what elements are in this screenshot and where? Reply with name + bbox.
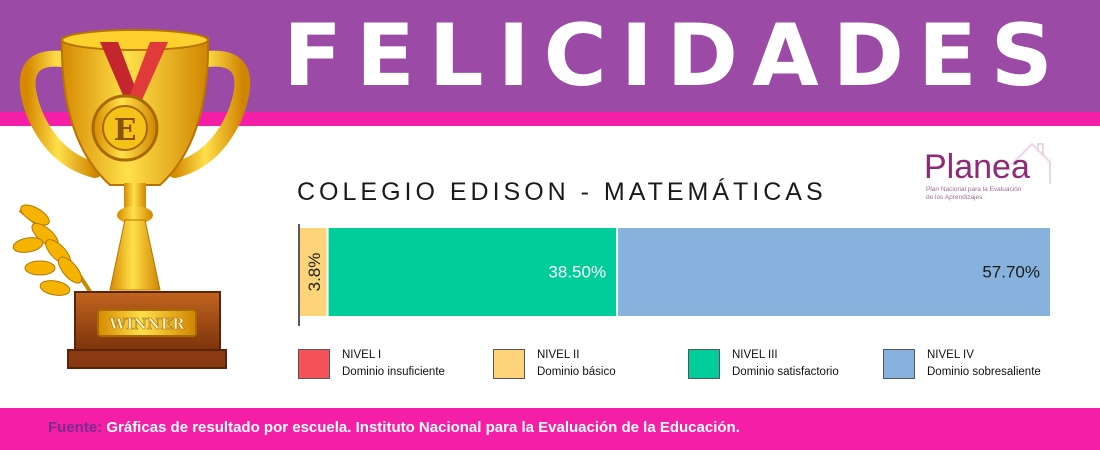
legend-description: Dominio básico — [537, 366, 616, 378]
legend-swatch — [883, 349, 915, 379]
legend-label: NIVEL II Dominio básico — [537, 347, 616, 381]
laurel-branch — [12, 204, 97, 302]
bar-segment-3 — [328, 228, 617, 316]
legend-level: NIVEL I — [342, 349, 382, 361]
planea-logo: Planea Plan Nacional para la Evaluación … — [918, 140, 1058, 202]
legend-label: NIVEL III Dominio satisfactorio — [732, 347, 839, 381]
legend-description: Dominio satisfactorio — [732, 366, 839, 378]
legend-level: NIVEL IV — [927, 349, 974, 361]
legend-swatch — [688, 349, 720, 379]
legend-label: NIVEL I Dominio insuficiente — [342, 347, 445, 381]
data-label-3: 38.50% — [548, 263, 606, 282]
bar-segment-4 — [618, 228, 1050, 316]
source-label: Fuente: — [48, 419, 103, 436]
source-note: Fuente: Gráficas de resultado por escuel… — [48, 419, 740, 436]
legend-level: NIVEL III — [732, 349, 778, 361]
trophy-plate-text: WINNER — [108, 315, 185, 333]
logo-subtitle: Plan Nacional para la Evaluación de los … — [926, 186, 1022, 201]
legend-description: Dominio sobresaliente — [927, 366, 1041, 378]
winner-trophy-icon: E WINNER — [12, 29, 251, 369]
stacked-bar-chart: 3.8% 38.50% 57.70% — [298, 224, 1050, 326]
source-text: Gráficas de resultado por escuela. Insti… — [106, 419, 740, 436]
legend-swatch — [298, 349, 330, 379]
legend-label: NIVEL IV Dominio sobresaliente — [927, 347, 1041, 381]
data-label-2: 3.8% — [305, 253, 324, 292]
medal-letter: E — [114, 113, 137, 148]
header-accent-line — [0, 112, 1100, 126]
chart-title: COLEGIO EDISON - MATEMÁTICAS — [297, 178, 827, 206]
footer-band: Fuente: Gráficas de resultado por escuel… — [0, 408, 1100, 450]
legend-swatch — [493, 349, 525, 379]
legend-description: Dominio insuficiente — [342, 366, 445, 378]
page-title: FELICIDADES — [283, 6, 1067, 106]
legend-level: NIVEL II — [537, 349, 580, 361]
chart-legend: NIVEL I Dominio insuficiente NIVEL II Domin… — [298, 347, 1078, 387]
logo-wordmark: Planea — [924, 148, 1030, 186]
logo-house-icon — [1011, 142, 1051, 184]
bar-segment-2 — [300, 228, 327, 316]
data-label-4: 57.70% — [982, 263, 1040, 282]
